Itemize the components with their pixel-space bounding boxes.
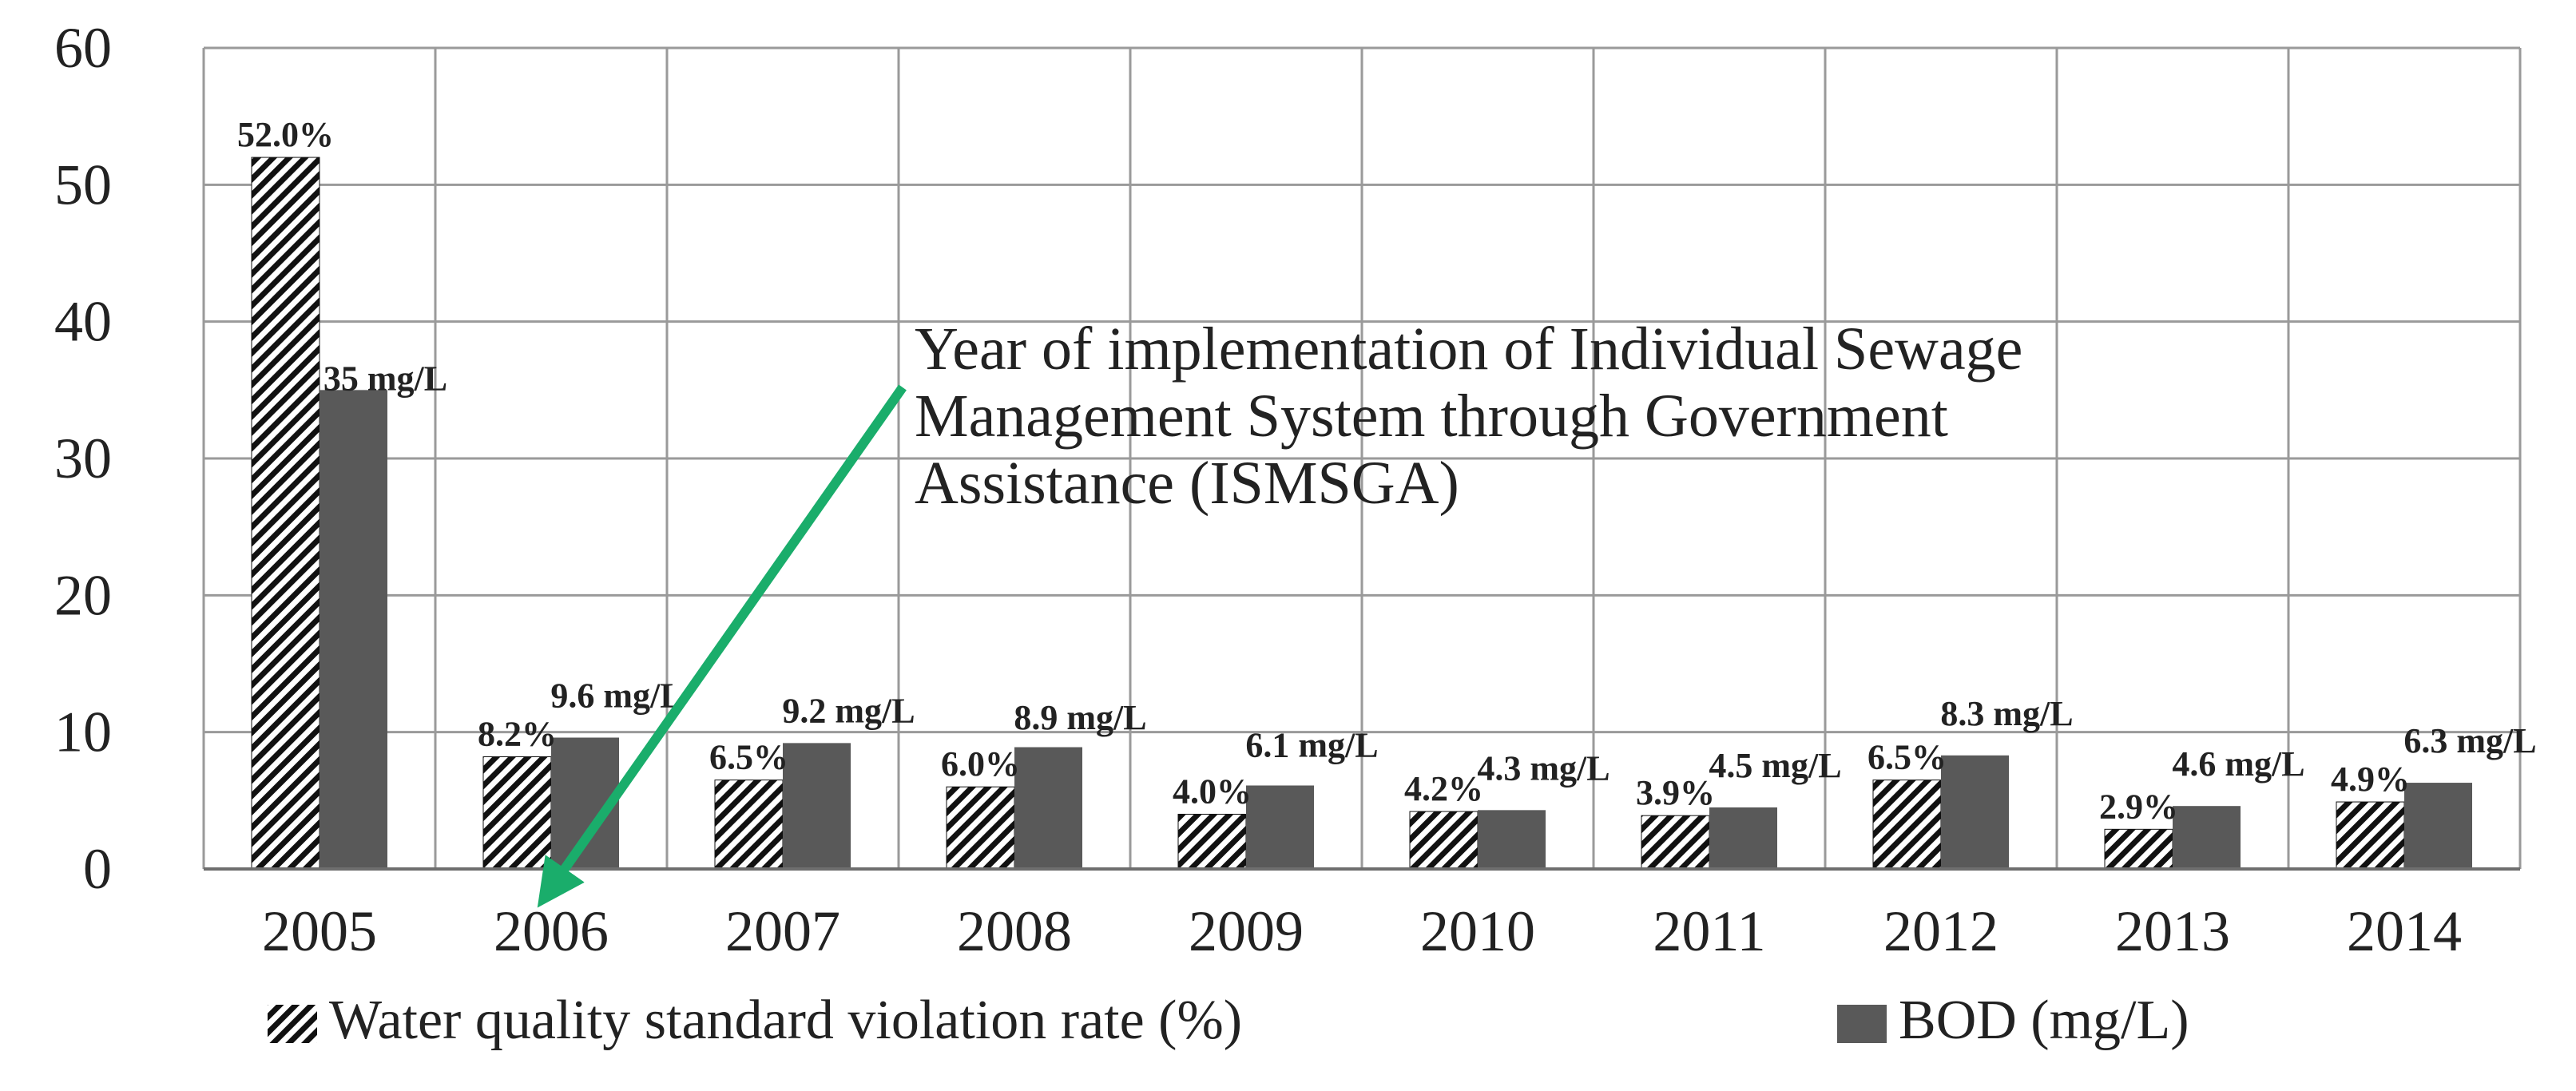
y-tick-label: 0	[83, 837, 112, 901]
data-label-violation-rate: 8.2%	[478, 715, 557, 754]
data-label-violation-rate: 52.0%	[237, 115, 334, 154]
data-label-violation-rate: 3.9%	[1636, 773, 1715, 812]
axes: 0 10 20 30 40 50 60 2005 2006 2007 2008 2009 2010 201…	[54, 16, 2520, 963]
bar-bod	[1941, 755, 2009, 869]
legend-swatch-violation-rate	[268, 1005, 317, 1043]
bar-violation-rate	[714, 780, 784, 870]
x-tick-label: 2005	[262, 899, 377, 963]
data-label-bod: 8.9 mg/L	[1014, 698, 1146, 737]
bar-violation-rate	[1641, 815, 1710, 870]
data-label-bod: 6.1 mg/L	[1245, 725, 1378, 764]
y-tick-label: 10	[54, 700, 112, 764]
data-label-bod: 4.5 mg/L	[1709, 746, 1841, 785]
bar-violation-rate	[2104, 828, 2173, 870]
legend-label-violation-rate: Water quality standard violation rate (%…	[329, 990, 1242, 1051]
bar-violation-rate	[2336, 801, 2405, 870]
data-label-violation-rate: 6.0%	[941, 744, 1020, 784]
bar-violation-rate	[946, 786, 1015, 870]
data-label-violation-rate: 4.0%	[1173, 772, 1252, 811]
x-tick-label: 2011	[1653, 899, 1765, 963]
data-label-bod: 35 mg/L	[323, 359, 447, 398]
bar-bod	[2173, 806, 2241, 869]
data-label-bod: 4.6 mg/L	[2172, 744, 2304, 784]
x-tick-label: 2013	[2115, 899, 2230, 963]
x-tick-label: 2006	[494, 899, 609, 963]
bar-violation-rate	[251, 157, 320, 870]
annotation-arrow	[537, 384, 907, 908]
bar-bod	[1709, 807, 1777, 869]
data-label-bod: 4.3 mg/L	[1477, 748, 1610, 788]
x-tick-label: 2010	[1420, 899, 1535, 963]
gridlines	[202, 46, 2522, 871]
x-tick-label: 2014	[2347, 899, 2462, 963]
x-tick-label: 2009	[1189, 899, 1304, 963]
data-label-bod: 9.6 mg/L	[550, 676, 683, 716]
data-label-violation-rate: 6.5%	[709, 738, 788, 777]
annotation: Year of implementation of Individual Sew…	[537, 315, 2022, 908]
data-label-violation-rate: 4.2%	[1404, 769, 1483, 808]
y-tick-label: 60	[54, 16, 112, 80]
bar-bod	[2404, 783, 2472, 869]
legend: Water quality standard violation rate (%…	[268, 990, 2189, 1051]
legend-label-bod: BOD (mg/L)	[1899, 990, 2189, 1051]
annotation-text-line: Assistance (ISMSGA)	[915, 450, 1459, 517]
annotation-text-line: Management System through Government	[915, 383, 1948, 450]
data-label-bod: 8.3 mg/L	[1940, 694, 2073, 733]
bar-violation-rate	[1872, 780, 1942, 870]
x-tick-label: 2007	[725, 899, 840, 963]
y-tick-label: 30	[54, 426, 112, 490]
data-label-violation-rate: 4.9%	[2331, 760, 2410, 799]
data-label-violation-rate: 6.5%	[1868, 738, 1947, 777]
bar-violation-rate	[1177, 813, 1247, 870]
y-tick-label: 20	[54, 563, 112, 627]
bar-bod	[320, 390, 387, 869]
bar-bod	[1478, 810, 1546, 869]
bar-bod	[783, 743, 851, 869]
data-label-violation-rate: 2.9%	[2099, 787, 2178, 826]
data-label-bod: 6.3 mg/L	[2403, 721, 2536, 760]
bar-violation-rate	[1409, 811, 1479, 870]
bars	[251, 157, 2472, 870]
x-tick-label: 2012	[1883, 899, 1998, 963]
y-tick-label: 50	[54, 153, 112, 216]
bar-violation-rate	[482, 756, 552, 870]
bar-bod	[1246, 785, 1314, 869]
legend-swatch-bod	[1837, 1005, 1887, 1043]
x-tick-label: 2008	[957, 899, 1072, 963]
data-label-bod: 9.2 mg/L	[782, 692, 915, 731]
y-tick-label: 40	[54, 290, 112, 354]
bar-bod	[1014, 747, 1082, 869]
annotation-text-line: Year of implementation of Individual Sew…	[915, 315, 2022, 383]
data-labels: 52.0% 35 mg/L 8.2%9.6 mg/L 6.5% 9.2 mg/L 6.0%…	[237, 115, 2537, 826]
